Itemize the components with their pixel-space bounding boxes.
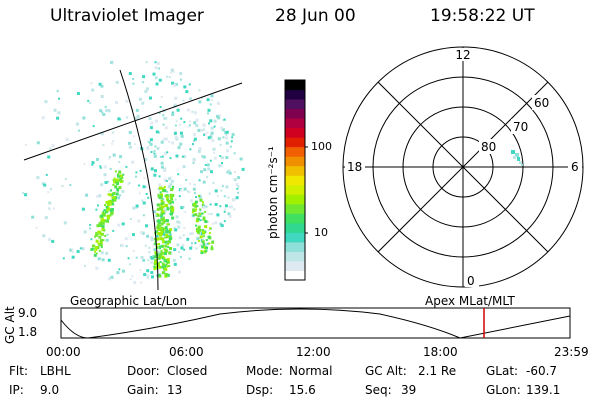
colorbar-frame <box>284 79 306 281</box>
glon-value: 139.1 <box>526 383 561 397</box>
colorbar-step <box>285 213 305 224</box>
colorbar-step <box>285 241 305 252</box>
mlat-label-60: 60 <box>534 96 549 110</box>
colorbar-step <box>285 270 305 281</box>
colorbar-step <box>285 127 305 138</box>
colorbar-unit-label: photon cm⁻²s⁻¹ <box>266 146 280 239</box>
glat-value: -60.7 <box>526 364 558 378</box>
auroral-emission-speckles <box>22 61 245 284</box>
geographic-image-panel <box>22 61 245 291</box>
colorbar-step <box>285 251 305 262</box>
colorbar-step <box>285 203 305 214</box>
colorbar-step <box>285 108 305 119</box>
mode-value: Normal <box>289 364 333 378</box>
filter-value: LBHL <box>40 364 71 378</box>
gc-alt-label: GC Alt: <box>365 364 407 378</box>
timeline-x-tick-0000: 00:00 <box>46 345 81 359</box>
timeline-x-tick-2359: 23:59 <box>554 345 589 359</box>
timeline-y-tick-1: 1.8 <box>18 325 38 339</box>
mlt-label-18: 18 <box>347 160 362 174</box>
glon-label: GLon: <box>486 383 521 397</box>
colorbar-tick-10: 10 <box>314 226 328 239</box>
mlt-label-0: 0 <box>467 274 475 288</box>
polar-emission-patch <box>511 150 523 166</box>
mlat-label-80: 80 <box>481 140 496 154</box>
dsp-value: 15.6 <box>289 383 316 397</box>
colorbar-step <box>285 80 305 91</box>
colorbar-step <box>285 165 305 176</box>
colorbar-step <box>285 222 305 233</box>
altitude-timeline <box>60 307 571 339</box>
ip-value: 9.0 <box>40 383 60 397</box>
colorbar-scale <box>285 80 305 281</box>
mlt-label-12: 12 <box>455 48 470 62</box>
gc-alt-value: 2.1 Re <box>418 364 457 378</box>
timeline-frame <box>60 307 571 339</box>
mlt-label-6: 6 <box>571 160 579 174</box>
polar-mlat-mlt-plot: 12 18 6 0 60 70 80 <box>342 46 584 288</box>
polar-diagonal-2 <box>377 81 549 253</box>
gain-value: 13 <box>167 383 183 397</box>
ip-label: IP: <box>9 383 24 397</box>
geographic-projection-label: Geographic Lat/Lon <box>70 294 188 308</box>
longitude-line <box>119 69 159 291</box>
timeline-y-tick-9: 9.0 <box>18 306 38 320</box>
colorbar <box>284 79 308 281</box>
colorbar-step <box>285 118 305 129</box>
colorbar-step <box>285 146 305 157</box>
gain-label: Gain: <box>127 383 159 397</box>
colorbar-step <box>285 99 305 110</box>
filter-label: Flt: <box>9 364 28 378</box>
colorbar-step <box>285 89 305 100</box>
colorbar-step <box>285 137 305 148</box>
observation-time: 19:58:22 UT <box>430 6 535 26</box>
door-label: Door: <box>127 364 160 378</box>
glat-label: GLat: <box>486 364 519 378</box>
seq-value: 39 <box>401 383 417 397</box>
colorbar-step <box>285 184 305 195</box>
observation-date: 28 Jun 00 <box>275 6 356 26</box>
door-value: Closed <box>167 364 208 378</box>
latitude-line <box>23 82 243 161</box>
timeline-x-tick-0600: 06:00 <box>169 345 204 359</box>
mode-label: Mode: <box>246 364 283 378</box>
dsp-label: Dsp: <box>246 383 274 397</box>
colorbar-step <box>285 232 305 243</box>
mlat-label-70: 70 <box>513 120 528 134</box>
colorbar-tick-100: 100 <box>311 140 332 153</box>
seq-label: Seq: <box>365 383 392 397</box>
apex-projection-label: Apex MLat/MLT <box>425 294 515 308</box>
timeline-x-tick-1200: 12:00 <box>296 345 331 359</box>
instrument-title: Ultraviolet Imager <box>50 6 204 26</box>
colorbar-step <box>285 260 305 271</box>
colorbar-step <box>285 156 305 167</box>
colorbar-step <box>285 175 305 186</box>
altitude-curve <box>60 308 571 339</box>
colorbar-step <box>285 194 305 205</box>
timeline-x-tick-1800: 18:00 <box>423 345 458 359</box>
